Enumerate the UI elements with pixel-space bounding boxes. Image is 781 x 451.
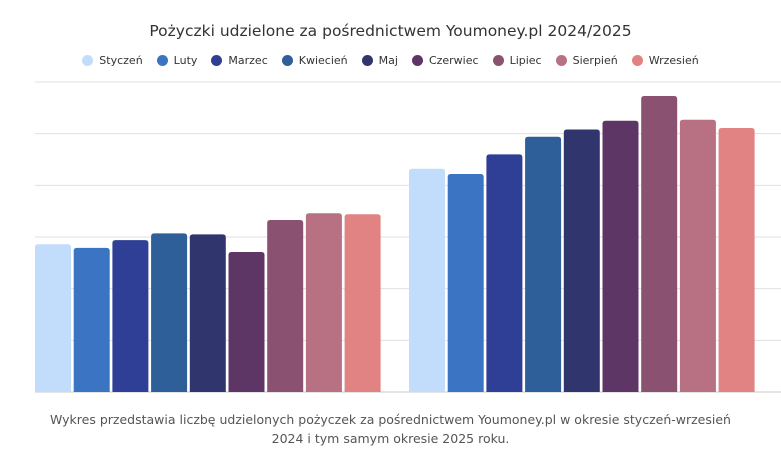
legend-label: Wrzesień	[648, 54, 699, 67]
legend-swatch	[492, 55, 504, 66]
caption-line-2: 2024 i tym samym okresie 2025 roku.	[271, 431, 510, 446]
bar-2025-Styczeń[interactable]	[409, 168, 445, 392]
bar-2025-Maj[interactable]	[563, 129, 600, 393]
legend-item[interactable]: Luty	[156, 54, 198, 67]
bar-2025-Kwiecień[interactable]	[525, 136, 562, 392]
legend-swatch	[211, 55, 223, 66]
legend-label: Marzec	[228, 54, 268, 67]
legend-swatch	[82, 55, 94, 66]
bar-2025-Marzec[interactable]	[486, 154, 523, 392]
legend-item[interactable]: Marzec	[211, 54, 268, 67]
legend-swatch	[281, 55, 293, 66]
bar-2024-Czerwiec[interactable]	[228, 251, 265, 392]
bar-2024-Marzec[interactable]	[112, 240, 149, 392]
bar-2024-Sierpień[interactable]	[305, 213, 342, 392]
legend-item[interactable]: Styczeń	[82, 54, 143, 67]
bar-2024-Kwiecień[interactable]	[151, 233, 188, 392]
legend-item[interactable]: Kwiecień	[281, 54, 348, 67]
bar-2025-Lipiec[interactable]	[641, 95, 678, 392]
legend-swatch	[156, 55, 168, 66]
bar-2025-Czerwiec[interactable]	[602, 120, 639, 392]
legend-swatch	[361, 55, 373, 66]
bar-2025-Wrzesień[interactable]	[718, 127, 755, 392]
legend-item[interactable]: Wrzesień	[631, 54, 699, 67]
bar-2024-Wrzesień[interactable]	[344, 214, 381, 392]
bar-2024-Styczeń[interactable]	[35, 244, 71, 392]
legend-label: Maj	[378, 54, 398, 67]
bar-2024-Lipiec[interactable]	[267, 219, 304, 392]
legend-item[interactable]: Czerwiec	[411, 54, 479, 67]
caption-line-1: Wykres przedstawia liczbę udzielonych po…	[50, 412, 731, 427]
legend-label: Czerwiec	[428, 54, 479, 67]
legend-item[interactable]: Sierpień	[555, 54, 618, 67]
legend-label: Kwiecień	[298, 54, 348, 67]
bar-2025-Sierpień[interactable]	[679, 119, 716, 392]
legend-label: Lipiec	[509, 54, 542, 67]
bar-2024-Maj[interactable]	[189, 234, 226, 392]
legend-item[interactable]: Maj	[361, 54, 398, 67]
legend-swatch	[555, 55, 567, 66]
legend: Styczeń Luty Marzec Kwiecień Maj Czerwiec Lipi…	[0, 54, 781, 67]
bar-2025-Luty[interactable]	[447, 173, 484, 392]
bar-2024-Luty[interactable]	[73, 247, 110, 392]
legend-label: Styczeń	[99, 54, 143, 67]
legend-swatch	[631, 55, 643, 66]
legend-label: Sierpień	[572, 54, 618, 67]
chart-caption: Wykres przedstawia liczbę udzielonych po…	[0, 410, 781, 448]
legend-swatch	[411, 55, 423, 66]
legend-item[interactable]: Lipiec	[492, 54, 542, 67]
legend-label: Luty	[173, 54, 198, 67]
chart-title: Pożyczki udzielone za pośrednictwem Youm…	[149, 22, 632, 40]
